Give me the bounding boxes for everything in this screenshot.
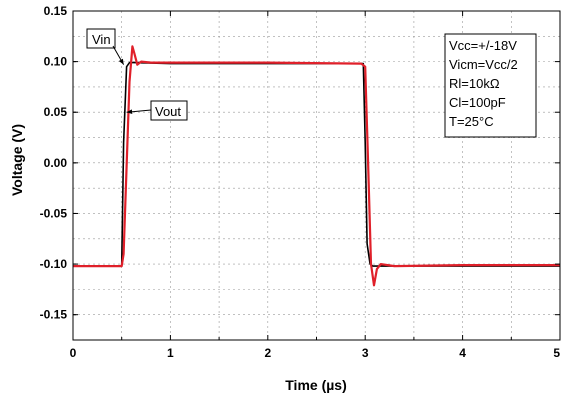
x-tick-label: 1 (167, 346, 174, 360)
callout-arrow-head (118, 58, 124, 65)
y-tick-label: -0.05 (40, 206, 68, 220)
callout-box (86, 28, 116, 49)
series-layer (73, 45, 560, 287)
tick-layer: -0.15 -0.10 -0.05 0.00 0.05 0.10 0.15 0 1 2 3 4 5 (40, 4, 561, 360)
series-line-vout (73, 45, 560, 287)
callout-label-vin: Vin (92, 32, 111, 47)
conditions-line: Vicm=Vcc/2 (449, 57, 518, 72)
x-tick-label: 2 (264, 346, 271, 360)
y-tick-label: -0.15 (40, 308, 68, 322)
conditions-line: Cl=100pF (449, 95, 506, 110)
conditions-line: Rl=10kΩ (449, 76, 500, 91)
y-tick-label: -0.10 (40, 257, 68, 271)
callout-label-vout: Vout (155, 104, 181, 119)
y-tick-label: 0.15 (44, 4, 68, 18)
y-tick-label: 0.05 (44, 105, 68, 119)
x-tick-label: 0 (70, 346, 77, 360)
y-tick-label: 0.10 (44, 55, 68, 69)
x-axis-title: Time (µs) (285, 377, 347, 393)
callout-arrow-head (126, 109, 133, 115)
y-tick-label: 0.00 (44, 156, 68, 170)
annotation-layer: Vin Vout Vcc=+/-18V Vicm=Vcc/2 Rl=10kΩ Cl=100… (86, 28, 537, 138)
x-tick-label: 3 (362, 346, 369, 360)
x-tick-label: 5 (553, 346, 560, 360)
conditions-line: T=25°C (449, 114, 494, 129)
x-tick-label: 4 (459, 346, 466, 360)
conditions-line: Vcc=+/-18V (449, 38, 517, 53)
y-axis-title: Voltage (V) (9, 124, 25, 196)
conditions-box (444, 33, 537, 138)
